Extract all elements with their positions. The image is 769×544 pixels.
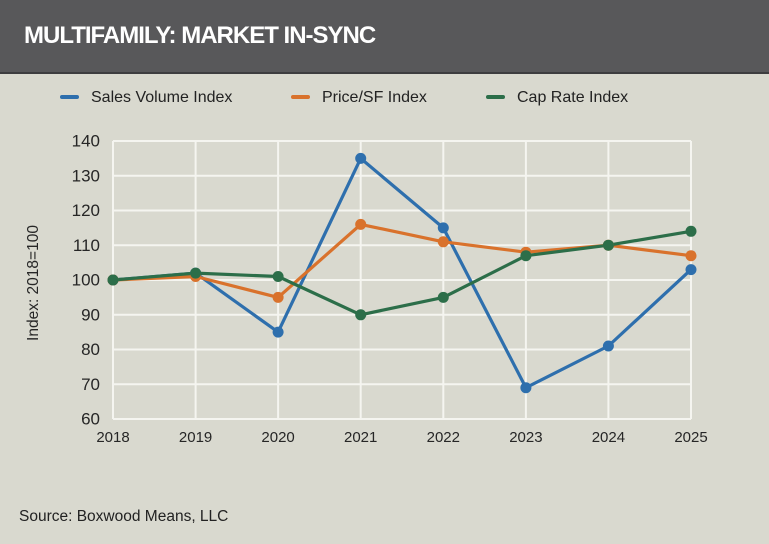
svg-text:80: 80 (81, 340, 100, 359)
svg-text:90: 90 (81, 305, 100, 324)
svg-text:2024: 2024 (592, 429, 625, 446)
svg-text:2021: 2021 (344, 429, 377, 446)
svg-text:2018: 2018 (96, 429, 129, 446)
svg-text:70: 70 (81, 375, 100, 394)
svg-text:Index: 2018=100: Index: 2018=100 (25, 225, 42, 341)
svg-text:2023: 2023 (509, 429, 542, 446)
svg-text:2020: 2020 (261, 429, 294, 446)
svg-text:140: 140 (72, 132, 100, 151)
svg-text:110: 110 (73, 236, 100, 255)
svg-text:100: 100 (72, 271, 100, 290)
svg-text:60: 60 (81, 410, 100, 429)
svg-text:2019: 2019 (179, 429, 212, 446)
svg-text:2022: 2022 (427, 429, 460, 446)
svg-text:2025: 2025 (674, 429, 707, 446)
svg-text:120: 120 (72, 201, 100, 220)
svg-text:130: 130 (72, 166, 100, 185)
